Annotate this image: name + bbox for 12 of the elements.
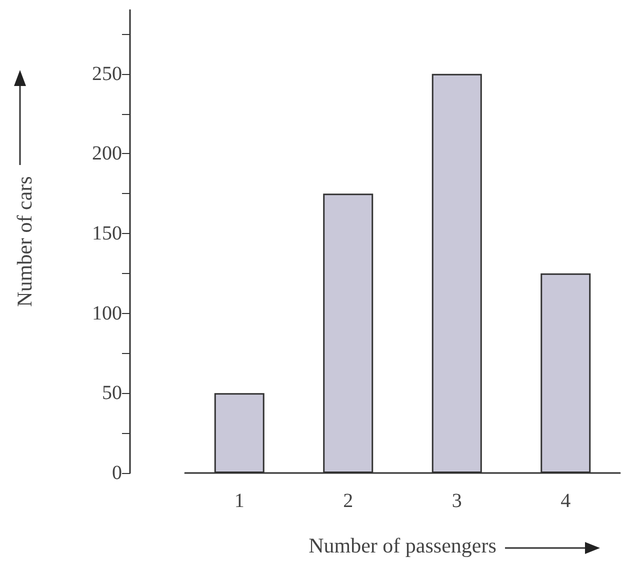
y-tick-label: 100 <box>92 302 122 324</box>
y-tick-label: 200 <box>92 142 122 165</box>
x-tick-label: 1 <box>234 490 244 512</box>
x-tick-label: 4 <box>560 490 571 512</box>
x-tick-label: 2 <box>343 490 354 512</box>
y-tick-label: 250 <box>92 62 122 85</box>
y-tick-label: 150 <box>92 222 122 245</box>
y-axis-title: Number of cars <box>12 176 36 307</box>
y-tick-label: 0 <box>112 462 122 484</box>
x-tick-label: 3 <box>452 490 462 512</box>
x-axis-title: Number of passengers <box>308 534 496 558</box>
y-tick-label: 50 <box>102 382 122 404</box>
